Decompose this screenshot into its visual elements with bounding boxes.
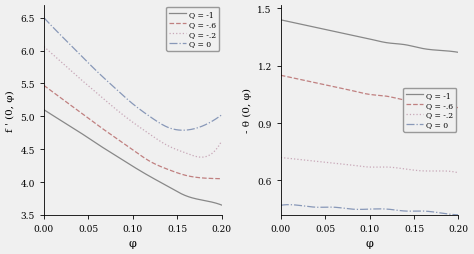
Q = -.2 [204, 155, 210, 158]
Q = -.6 [52, 92, 57, 96]
Q = -.6 [289, 77, 294, 80]
Line: Q = -.6: Q = -.6 [44, 86, 221, 179]
Q = -1 [88, 139, 94, 142]
Q = 0 [285, 203, 291, 206]
Line: Q = 0: Q = 0 [44, 19, 221, 131]
Q = -.6 [311, 82, 317, 85]
Q = 0 [74, 51, 80, 54]
Q = 0 [180, 129, 186, 132]
Q = 0 [88, 65, 94, 68]
Q = 0 [286, 203, 292, 206]
Q = 0 [204, 123, 210, 126]
Q = -.2 [311, 160, 317, 163]
Line: Q = -.6: Q = -.6 [281, 76, 458, 108]
Q = -1 [74, 129, 80, 132]
Q = -.2 [440, 170, 446, 173]
Q = -.2 [219, 140, 224, 143]
Q = -.2 [41, 46, 47, 49]
Q = 0 [48, 25, 54, 28]
Q = -1 [210, 201, 215, 204]
Q = -.6 [440, 103, 446, 106]
Q = 0 [41, 17, 47, 20]
Line: Q = -.2: Q = -.2 [44, 47, 221, 157]
Q = -1 [278, 19, 283, 22]
Q = -.2 [88, 87, 94, 90]
Line: Q = -1: Q = -1 [44, 110, 221, 205]
Q = 0 [312, 206, 318, 209]
Q = -.2 [325, 162, 331, 165]
Q = -.6 [219, 178, 224, 181]
X-axis label: φ: φ [129, 239, 137, 248]
Q = -.6 [203, 177, 209, 180]
Q = -.6 [285, 76, 291, 79]
Q = -.2 [289, 157, 294, 161]
Q = -1 [203, 200, 209, 203]
Q = -.6 [278, 74, 283, 77]
Q = -1 [311, 26, 317, 29]
Line: Q = -.2: Q = -.2 [281, 158, 458, 173]
Q = -1 [285, 21, 291, 24]
Q = -.2 [278, 156, 283, 160]
Q = -.6 [41, 85, 47, 88]
Q = -.2 [74, 75, 80, 78]
Q = -1 [447, 50, 452, 53]
Q = -.2 [285, 157, 291, 160]
Q = -1 [48, 113, 54, 116]
Q = -.2 [210, 151, 216, 154]
Q = -.6 [325, 85, 331, 88]
Q = -.2 [447, 170, 452, 173]
Q = -.6 [74, 109, 80, 112]
Q = 0 [326, 206, 332, 209]
Q = 0 [219, 114, 224, 117]
Q = -1 [219, 204, 224, 207]
Q = -1 [325, 29, 331, 33]
Q = -.6 [447, 105, 452, 108]
Legend: Q = -1, Q = -.6, Q = -.2, Q = 0: Q = -1, Q = -.6, Q = -.2, Q = 0 [403, 88, 456, 132]
Y-axis label: - θ (0, φ): - θ (0, φ) [243, 88, 252, 133]
Q = -1 [456, 52, 461, 55]
Q = -1 [440, 50, 446, 53]
Line: Q = -1: Q = -1 [281, 21, 458, 53]
Q = -.6 [210, 177, 215, 180]
Q = -.6 [48, 90, 54, 93]
Q = -.2 [199, 156, 205, 159]
X-axis label: φ: φ [366, 239, 374, 248]
Q = 0 [441, 212, 447, 215]
Q = 0 [456, 214, 461, 217]
Line: Q = 0: Q = 0 [281, 205, 458, 215]
Q = 0 [290, 203, 295, 207]
Q = -.6 [88, 119, 94, 122]
Q = -1 [52, 116, 57, 119]
Q = 0 [278, 204, 283, 207]
Q = -.6 [456, 107, 461, 110]
Q = -.2 [456, 172, 461, 175]
Q = 0 [52, 28, 57, 31]
Q = -1 [289, 22, 294, 25]
Q = -.2 [52, 55, 57, 58]
Q = -.2 [48, 52, 54, 55]
Y-axis label: f ' (0, φ): f ' (0, φ) [6, 89, 15, 131]
Q = 0 [210, 119, 216, 122]
Q = -1 [41, 109, 47, 112]
Q = 0 [447, 213, 453, 216]
Legend: Q = -1, Q = -.6, Q = -.2, Q = 0: Q = -1, Q = -.6, Q = -.2, Q = 0 [166, 8, 219, 52]
